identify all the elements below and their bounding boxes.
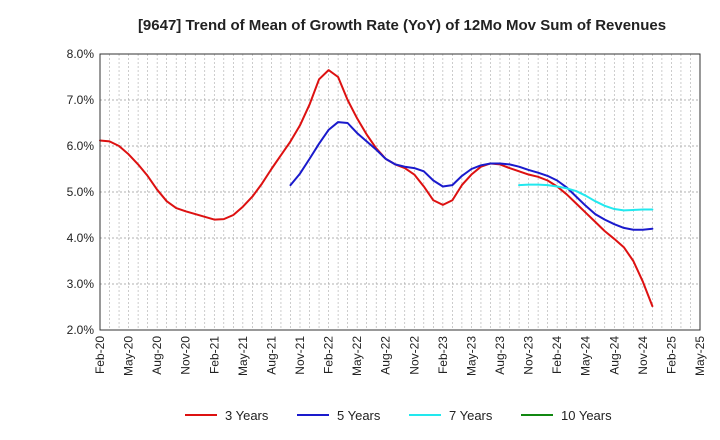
y-tick-label: 4.0%	[67, 231, 95, 245]
x-tick-label: Nov-22	[407, 336, 421, 375]
x-tick-label: Aug-20	[150, 336, 164, 375]
series-line-7-years	[518, 183, 654, 212]
x-tick-label: Nov-21	[293, 336, 307, 375]
plot-frame	[99, 53, 701, 331]
x-tick-label: May-25	[693, 336, 707, 376]
y-tick-label: 5.0%	[67, 185, 95, 199]
series-line-5-years	[289, 121, 654, 231]
x-tick-label: Aug-23	[493, 336, 507, 375]
x-tick-label: May-23	[464, 336, 478, 376]
x-tick-label: Aug-21	[264, 336, 278, 375]
legend-label: 5 Years	[337, 408, 381, 423]
x-tick-label: Feb-23	[436, 336, 450, 374]
x-tick-label: Feb-22	[322, 336, 336, 374]
x-tick-label: Nov-24	[636, 336, 650, 375]
x-tick-label: May-21	[236, 336, 250, 376]
series-line-3-years	[99, 69, 654, 308]
x-tick-label: Nov-23	[522, 336, 536, 375]
legend-label: 3 Years	[225, 408, 269, 423]
x-tick-label: Feb-25	[664, 336, 678, 374]
chart-title: [9647] Trend of Mean of Growth Rate (YoY…	[138, 17, 666, 34]
x-tick-label: Aug-24	[607, 336, 621, 375]
y-axis-ticks: 2.0% 3.0% 4.0% 5.0% 6.0% 7.0% 8.0%	[67, 47, 95, 337]
grid-lines	[100, 53, 700, 331]
legend-label: 7 Years	[449, 408, 493, 423]
legend-label: 10 Years	[561, 408, 612, 423]
x-tick-label: May-24	[579, 336, 593, 376]
x-tick-label: Feb-21	[207, 336, 221, 374]
series-lines	[99, 69, 654, 308]
y-tick-label: 7.0%	[67, 93, 95, 107]
x-tick-label: May-20	[122, 336, 136, 376]
x-tick-label: May-22	[350, 336, 364, 376]
x-tick-label: Nov-20	[179, 336, 193, 375]
y-tick-label: 3.0%	[67, 277, 95, 291]
x-tick-label: Aug-22	[379, 336, 393, 375]
legend: 3 Years 5 Years 7 Years 10 Years	[185, 408, 612, 423]
x-tick-label: Feb-24	[550, 336, 564, 374]
x-tick-label: Feb-20	[93, 336, 107, 374]
y-tick-label: 8.0%	[67, 47, 95, 61]
x-axis-ticks: Feb-20 May-20 Aug-20 Nov-20 Feb-21 May-21 Aug-…	[93, 336, 707, 376]
y-tick-label: 2.0%	[67, 323, 95, 337]
y-tick-label: 6.0%	[67, 139, 95, 153]
